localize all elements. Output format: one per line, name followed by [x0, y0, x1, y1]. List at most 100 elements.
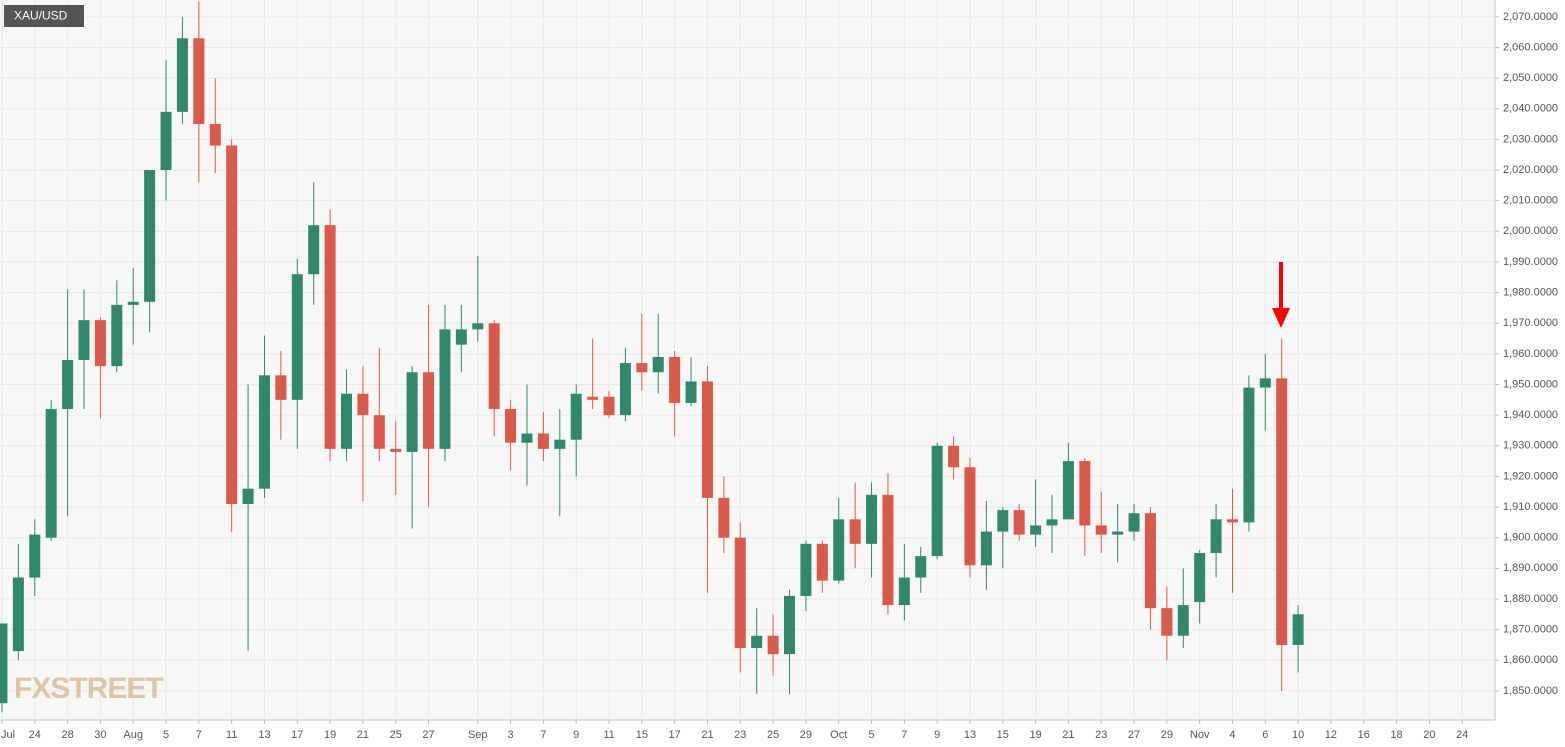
candle-body: [980, 531, 992, 566]
y-tick-label: 1,980.0000: [1503, 287, 1558, 299]
x-tick-label: 15: [997, 729, 1009, 741]
x-tick-label: 11: [226, 729, 237, 741]
symbol-badge: [4, 5, 84, 27]
candle-body: [193, 38, 205, 125]
x-tick-label: Nov: [1190, 729, 1210, 741]
y-tick-label: 1,950.0000: [1503, 378, 1558, 390]
candle-body: [1161, 608, 1173, 636]
candle-body: [915, 556, 927, 578]
candle-body: [898, 577, 910, 606]
candle-body: [160, 111, 172, 171]
candle-body: [1259, 378, 1271, 388]
candle-body: [242, 488, 254, 504]
x-tick-label: 7: [540, 729, 546, 741]
candle-body: [62, 360, 74, 410]
watermark: FXSTREET: [14, 672, 163, 705]
x-tick-label: 16: [1358, 729, 1370, 741]
candle-body: [882, 494, 894, 606]
x-tick-label: 25: [767, 729, 779, 741]
candle-body: [488, 323, 500, 410]
candle-body: [554, 439, 566, 449]
y-tick-label: 2,070.0000: [1503, 11, 1558, 23]
x-tick-label: 9: [573, 729, 579, 741]
x-tick-label: 13: [964, 729, 976, 741]
candle-body: [751, 635, 763, 648]
candle-body: [1013, 510, 1025, 535]
candle-body: [455, 329, 467, 345]
x-tick-label: 21: [701, 729, 713, 741]
candle-body: [603, 396, 615, 416]
candle-body: [1079, 461, 1091, 526]
x-tick-label: 17: [291, 729, 303, 741]
y-tick-label: 1,990.0000: [1503, 256, 1558, 268]
candle-body: [619, 363, 631, 416]
x-tick-label: 29: [800, 729, 812, 741]
candle-body: [1112, 531, 1124, 535]
x-tick-label: 19: [1029, 729, 1041, 741]
candle-body: [390, 448, 402, 452]
y-tick-label: 2,030.0000: [1503, 133, 1558, 145]
candle-body: [275, 375, 287, 400]
candle-body: [291, 274, 303, 400]
candle-body: [669, 356, 681, 403]
y-tick-label: 1,890.0000: [1503, 562, 1558, 574]
axes: 1,850.0000 1,860.0000 1,870.0000 1,880.0000…: [1, 11, 1558, 741]
candle-body: [1194, 553, 1206, 603]
candle-body: [505, 409, 517, 443]
y-tick-label: 1,930.0000: [1503, 440, 1558, 452]
candle-body: [226, 145, 238, 504]
y-tick-label: 1,900.0000: [1503, 532, 1558, 544]
candle-body: [0, 623, 8, 704]
candle-body: [1030, 525, 1042, 535]
x-tick-label: 27: [422, 729, 434, 741]
candle-body: [833, 519, 845, 581]
y-tick-label: 2,010.0000: [1503, 195, 1558, 207]
arrow: [1272, 262, 1290, 328]
x-tick-label: 23: [734, 729, 746, 741]
x-tick-label: 23: [1095, 729, 1107, 741]
x-tick-label: 18: [1390, 729, 1402, 741]
x-tick-label: 15: [636, 729, 648, 741]
x-tick-label: 25: [390, 729, 402, 741]
x-tick-label: 28: [61, 729, 73, 741]
x-tick-label: Oct: [830, 729, 847, 741]
x-tick-label: 17: [669, 729, 681, 741]
x-tick-label: Jul: [1, 729, 15, 741]
candle-body: [537, 433, 549, 449]
candles: [0, 1, 1304, 713]
candle-body: [1177, 605, 1189, 636]
x-tick-label: 6: [1262, 729, 1268, 741]
candle-body: [587, 396, 599, 400]
y-tick-label: 2,060.0000: [1503, 41, 1558, 53]
candle-body: [521, 433, 533, 443]
x-tick-label: 24: [29, 729, 41, 741]
y-tick-label: 1,880.0000: [1503, 593, 1558, 605]
candle-body: [373, 415, 385, 449]
y-tick-label: 1,940.0000: [1503, 409, 1558, 421]
candle-body: [570, 393, 582, 440]
x-tick-label: 21: [1062, 729, 1074, 741]
y-tick-label: 1,850.0000: [1503, 685, 1558, 697]
candle-body: [652, 356, 664, 373]
candle-body: [324, 225, 336, 449]
x-tick-label: 5: [868, 729, 874, 741]
candle-body: [767, 635, 779, 655]
candle-body: [931, 445, 943, 557]
candle-body: [1292, 614, 1304, 645]
x-tick-label: 24: [1456, 729, 1468, 741]
candle-body: [258, 375, 270, 489]
y-tick-label: 2,050.0000: [1503, 72, 1558, 84]
y-tick-label: 1,960.0000: [1503, 348, 1558, 360]
candle-body: [308, 225, 320, 275]
x-tick-label: 13: [258, 729, 270, 741]
candle-body: [45, 409, 57, 538]
candle-body: [1062, 461, 1074, 520]
candle-body: [1276, 378, 1288, 645]
candle-body: [718, 497, 730, 538]
x-tick-label: 12: [1325, 729, 1337, 741]
candle-body: [866, 494, 878, 544]
candle-body: [1046, 519, 1058, 526]
x-tick-label: 27: [1128, 729, 1140, 741]
